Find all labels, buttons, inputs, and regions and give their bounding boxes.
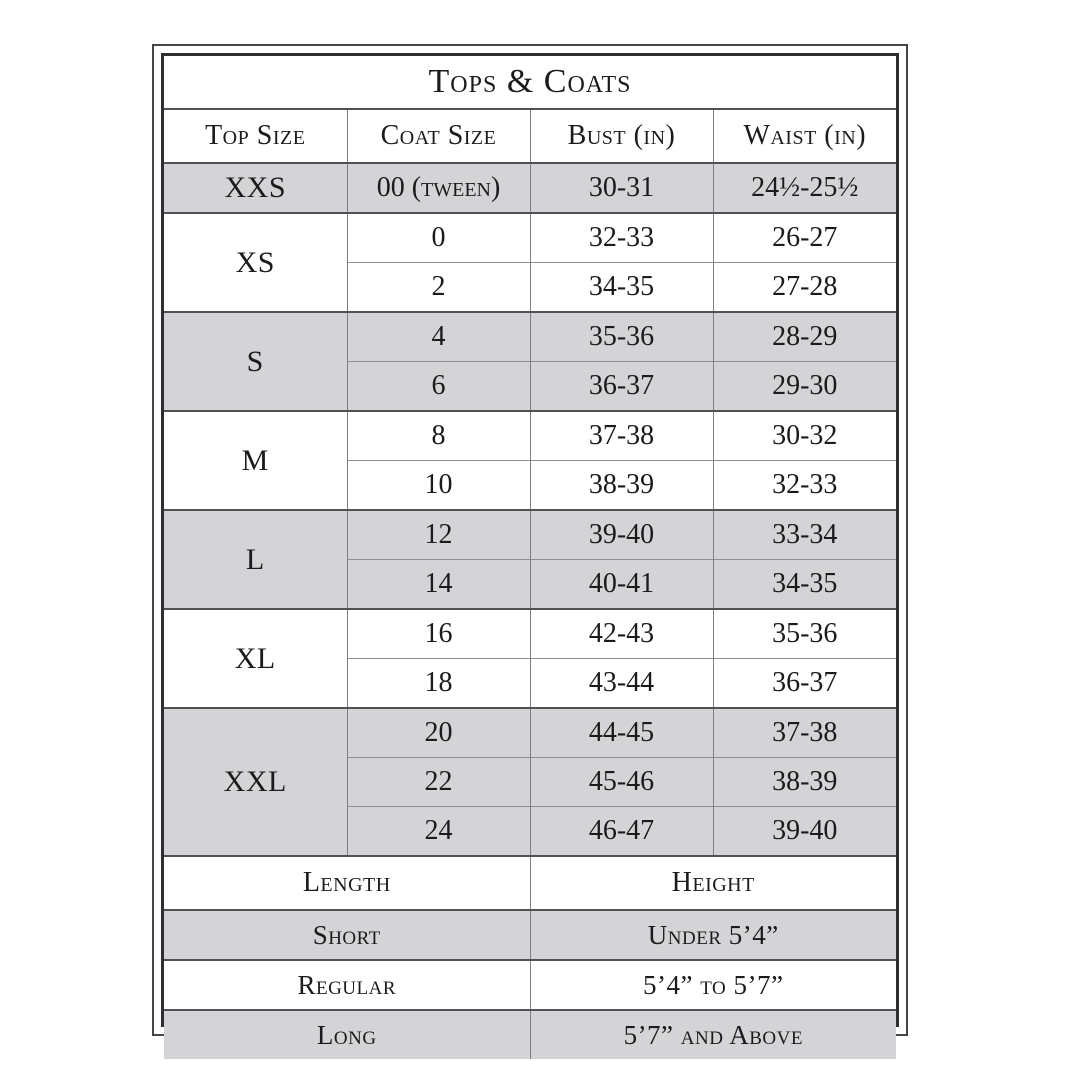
bust-cell: 44-45	[529, 707, 713, 758]
size-chart-table: Tops & Coats Top Size Coat Size Bust (in…	[164, 56, 896, 1059]
top-size-group-label: M	[164, 410, 347, 510]
coat-size-cell: 14	[346, 559, 530, 609]
bust-cell: 38-39	[529, 460, 713, 510]
bust-cell: 32-33	[529, 212, 713, 263]
header-row: Top Size Coat Size Bust (in) Waist (in)	[164, 108, 896, 163]
col-header-waist: Waist (in)	[712, 108, 896, 163]
height-cell: Under 5’4”	[529, 909, 896, 960]
waist-cell: 33-34	[712, 509, 896, 560]
table-row: 18 43-44 36-37	[164, 658, 896, 708]
bust-cell: 43-44	[529, 658, 713, 708]
top-size-group-label: XS	[164, 212, 347, 312]
bust-cell: 40-41	[529, 559, 713, 609]
waist-cell: 26-27	[712, 212, 896, 263]
coat-size-cell: 18	[346, 658, 530, 708]
table-row: XL 16 42-43 35-36	[164, 608, 896, 708]
waist-cell: 37-38	[712, 707, 896, 758]
waist-cell: 39-40	[712, 806, 896, 856]
waist-cell: 29-30	[712, 361, 896, 411]
top-size-group-label: S	[164, 311, 347, 411]
waist-cell: 32-33	[712, 460, 896, 510]
table-row: 24 46-47 39-40	[164, 806, 896, 856]
bust-cell: 46-47	[529, 806, 713, 856]
bust-cell: 45-46	[529, 757, 713, 807]
table-row: 2 34-35 27-28	[164, 262, 896, 312]
coat-size-cell: 16	[346, 608, 530, 659]
table-row: 14 40-41 34-35	[164, 559, 896, 609]
waist-cell: 24½-25½	[712, 162, 896, 213]
coat-size-cell: 24	[346, 806, 530, 856]
table-row: 22 45-46 38-39	[164, 757, 896, 807]
table-row: L 12 39-40 33-34	[164, 509, 896, 609]
table-row: Long 5’7” and Above	[164, 1009, 896, 1059]
table-row: M 8 37-38 30-32	[164, 410, 896, 510]
table-row: XXL 20 44-45 37-38	[164, 707, 896, 856]
coat-size-cell: 4	[346, 311, 530, 362]
coat-size-cell: 10	[346, 460, 530, 510]
bust-cell: 42-43	[529, 608, 713, 659]
waist-cell: 30-32	[712, 410, 896, 461]
top-size-group-label: XXL	[164, 707, 347, 856]
bust-cell: 30-31	[529, 162, 713, 213]
length-cell: Short	[164, 909, 530, 960]
coat-size-cell: 00 (tween)	[346, 162, 530, 213]
waist-cell: 27-28	[712, 262, 896, 312]
height-column-header: Height	[529, 855, 896, 910]
length-header-row: Length Height	[164, 855, 896, 910]
waist-cell: 28-29	[712, 311, 896, 362]
table-title: Tops & Coats	[428, 63, 632, 100]
length-cell: Long	[164, 1009, 530, 1059]
height-cell: 5’4” to 5’7”	[529, 959, 896, 1010]
bust-cell: 37-38	[529, 410, 713, 461]
table-row: S 4 35-36 28-29	[164, 311, 896, 411]
length-column-header: Length	[164, 855, 530, 910]
chart-inner-frame: Tops & Coats Top Size Coat Size Bust (in…	[161, 53, 899, 1059]
coat-size-cell: 8	[346, 410, 530, 461]
table-row: Short Under 5’4”	[164, 909, 896, 960]
coat-size-cell: 2	[346, 262, 530, 312]
top-size-group-label: XL	[164, 608, 347, 708]
coat-size-cell: 0	[346, 212, 530, 263]
coat-size-cell: 6	[346, 361, 530, 411]
waist-cell: 36-37	[712, 658, 896, 708]
table-row: XXS 00 (tween) 30-31 24½-25½	[164, 162, 896, 213]
waist-cell: 34-35	[712, 559, 896, 609]
chart-outer-frame: Tops & Coats Top Size Coat Size Bust (in…	[152, 44, 908, 1059]
length-cell: Regular	[164, 959, 530, 1010]
waist-cell: 38-39	[712, 757, 896, 807]
waist-cell: 35-36	[712, 608, 896, 659]
bust-cell: 39-40	[529, 509, 713, 560]
col-header-bust: Bust (in)	[529, 108, 713, 163]
bust-cell: 36-37	[529, 361, 713, 411]
bust-cell: 34-35	[529, 262, 713, 312]
bust-cell: 35-36	[529, 311, 713, 362]
table-row: XS 0 32-33 26-27	[164, 212, 896, 312]
coat-size-cell: 12	[346, 509, 530, 560]
col-header-top-size: Top Size	[164, 108, 347, 163]
table-row: 10 38-39 32-33	[164, 460, 896, 510]
title-row: Tops & Coats	[164, 56, 896, 109]
top-size-group-label: XXS	[164, 162, 347, 213]
height-cell: 5’7” and Above	[529, 1009, 896, 1059]
table-row: Regular 5’4” to 5’7”	[164, 959, 896, 1010]
coat-size-cell: 22	[346, 757, 530, 807]
table-row: 6 36-37 29-30	[164, 361, 896, 411]
coat-size-cell: 20	[346, 707, 530, 758]
top-size-group-label: L	[164, 509, 347, 609]
col-header-coat-size: Coat Size	[346, 108, 530, 163]
